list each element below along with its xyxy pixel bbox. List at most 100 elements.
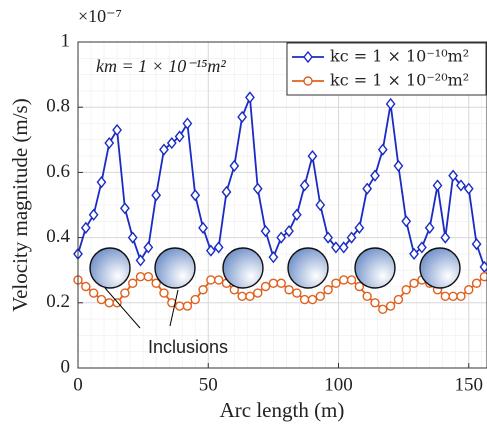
marker (174, 130, 185, 143)
marker (198, 221, 208, 234)
marker (346, 231, 357, 244)
marker (385, 301, 396, 311)
marker (292, 288, 302, 298)
y-tick-label: 0 (61, 356, 71, 377)
marker (205, 244, 216, 257)
marker (260, 224, 271, 238)
marker (213, 275, 224, 285)
marker (463, 182, 474, 195)
marker (268, 278, 279, 288)
marker (166, 136, 177, 150)
marker (104, 136, 115, 150)
marker (104, 298, 114, 308)
legend-box (286, 42, 487, 96)
marker (245, 291, 255, 301)
marker (448, 291, 458, 301)
marker (385, 97, 396, 111)
plot-frame (77, 41, 487, 369)
marker (456, 179, 466, 192)
marker (151, 189, 162, 202)
marker (440, 291, 451, 301)
x-tick-label: 50 (199, 374, 218, 395)
x-tick-label: 150 (455, 374, 484, 395)
marker (471, 278, 482, 288)
marker (331, 278, 341, 288)
marker (370, 169, 380, 182)
marker (315, 198, 326, 212)
marker (323, 231, 333, 244)
marker (479, 260, 487, 274)
marker (479, 272, 487, 282)
marker (354, 221, 365, 234)
marker (88, 288, 99, 298)
y-multiplier: ×10⁻⁷ (78, 6, 122, 26)
marker (151, 278, 161, 288)
marker (268, 251, 279, 264)
inclusion (222, 247, 264, 289)
marker (331, 241, 341, 254)
marker (416, 241, 427, 254)
marker (307, 294, 318, 305)
marker (190, 294, 200, 305)
marker (471, 237, 482, 251)
marker (167, 298, 177, 308)
marker (253, 288, 263, 298)
marker (182, 117, 193, 130)
inclusion (287, 247, 329, 289)
marker (143, 241, 154, 254)
marker (81, 281, 91, 292)
marker (338, 241, 349, 254)
marker (159, 143, 169, 156)
inclusions (89, 247, 461, 289)
marker (190, 189, 201, 202)
marker (143, 272, 154, 282)
marker (237, 110, 248, 124)
marker (159, 288, 169, 298)
inclusion (89, 247, 131, 289)
marker (464, 285, 474, 295)
marker (96, 294, 107, 305)
marker (354, 281, 365, 292)
marker (237, 291, 247, 301)
marker (323, 285, 333, 295)
legend-label: kc = 1 × 10⁻²⁰m² (330, 71, 469, 90)
marker (182, 301, 193, 311)
marker (378, 304, 388, 315)
y-tick-label: 0.2 (46, 291, 70, 312)
marker (119, 202, 130, 215)
marker (252, 182, 263, 195)
y-axis-label: Velocity magnitude (m/s) (8, 98, 32, 311)
marker (213, 241, 224, 254)
inclusion (154, 247, 196, 289)
marker (112, 123, 122, 137)
marker (221, 185, 232, 199)
marker (260, 281, 271, 292)
marker (276, 278, 286, 288)
marker (299, 294, 310, 305)
x-axis-label: Arc length (m) (220, 398, 345, 422)
marker (127, 231, 138, 244)
marker (362, 291, 372, 301)
annotation: Inclusions (148, 337, 228, 357)
marker (276, 231, 287, 244)
x-tick-label: 0 (73, 374, 83, 395)
marker (245, 91, 255, 104)
y-tick-label: 1 (61, 30, 71, 51)
marker (424, 221, 435, 234)
marker (135, 254, 146, 267)
marker (303, 76, 313, 86)
marker (432, 179, 443, 192)
marker (120, 288, 130, 298)
marker (370, 298, 380, 308)
marker (448, 169, 459, 182)
legend-label: kc = 1 × 10⁻¹⁰m² (330, 47, 469, 66)
marker (88, 208, 99, 221)
marker (80, 221, 91, 234)
y-tick-label: 0.4 (46, 226, 70, 247)
marker (315, 291, 325, 301)
marker (409, 247, 419, 261)
marker (362, 182, 373, 195)
y-tick-label: 0.8 (46, 96, 70, 117)
marker (128, 278, 138, 288)
